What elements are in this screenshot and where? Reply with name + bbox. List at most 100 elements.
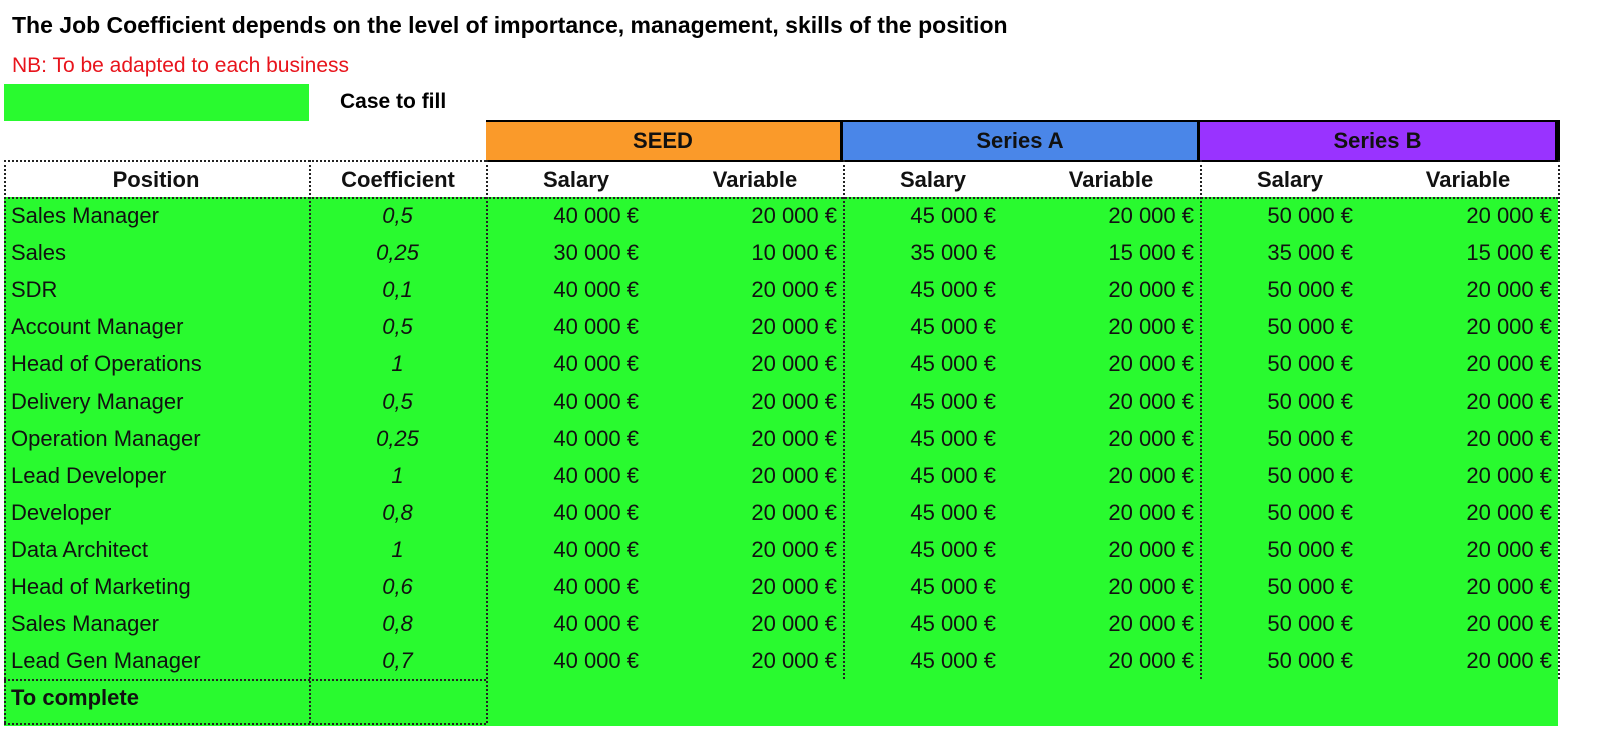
- legend-label: Case to fill: [340, 90, 447, 113]
- value-cell: 20 000 €: [751, 351, 837, 377]
- value-cell: 50 000 €: [1267, 574, 1353, 599]
- value-cell: 20 000 €: [751, 203, 837, 228]
- note: NB: To be adapted to each business: [12, 54, 350, 77]
- value-cell: 45 000 €: [910, 203, 996, 228]
- value-cell: 45 000 €: [910, 648, 996, 674]
- value-cell: 40 000 €: [553, 536, 639, 562]
- value-cell: 0,25: [376, 425, 419, 451]
- position-cell: Account Manager: [11, 314, 184, 340]
- column-header: Salary: [1256, 167, 1324, 192]
- value-cell: 35 000 €: [1267, 240, 1353, 266]
- value-cell: 45 000 €: [910, 425, 996, 451]
- value-cell: 15 000 €: [1466, 240, 1552, 266]
- value-cell: 1: [391, 462, 404, 488]
- value-cell: 20 000 €: [1108, 648, 1194, 674]
- position-cell: Head of Marketing: [11, 574, 191, 599]
- position-cell: Sales: [11, 240, 67, 266]
- value-cell: 1: [391, 351, 404, 377]
- value-cell: 40 000 €: [553, 277, 639, 303]
- value-cell: 20 000 €: [751, 388, 837, 414]
- value-cell: 0,5: [382, 203, 413, 228]
- value-cell: 1: [391, 536, 404, 562]
- column-header: Variable: [712, 167, 798, 192]
- value-cell: 20 000 €: [1108, 425, 1194, 451]
- value-cell: 45 000 €: [910, 574, 996, 599]
- position-cell: Developer: [11, 499, 112, 525]
- value-cell: 20 000 €: [1108, 203, 1194, 228]
- value-cell: 40 000 €: [553, 574, 639, 599]
- value-cell: 50 000 €: [1267, 648, 1353, 674]
- title: The Job Coefficient depends on the level…: [12, 12, 1008, 38]
- value-cell: 20 000 €: [1466, 314, 1552, 340]
- value-cell: 20 000 €: [1466, 203, 1552, 228]
- value-cell: 20 000 €: [751, 277, 837, 303]
- value-cell: 50 000 €: [1267, 277, 1353, 303]
- grid-line: [4, 160, 6, 724]
- value-cell: 45 000 €: [910, 314, 996, 340]
- value-cell: 40 000 €: [553, 203, 639, 228]
- legend-swatch: [4, 84, 309, 121]
- value-cell: 50 000 €: [1267, 611, 1353, 637]
- value-cell: 50 000 €: [1267, 425, 1353, 451]
- value-cell: 20 000 €: [1466, 499, 1552, 525]
- value-cell: 0,25: [376, 240, 419, 266]
- value-cell: 40 000 €: [553, 314, 639, 340]
- column-header: Salary: [542, 167, 610, 192]
- value-cell: 50 000 €: [1267, 536, 1353, 562]
- value-cell: 40 000 €: [553, 425, 639, 451]
- column-header: Position: [112, 167, 200, 192]
- value-cell: 0,8: [382, 611, 413, 637]
- value-cell: 20 000 €: [751, 499, 837, 525]
- grid-line: [1558, 160, 1560, 680]
- value-cell: 0,5: [382, 314, 413, 340]
- value-cell: 50 000 €: [1267, 203, 1353, 228]
- value-cell: 20 000 €: [1466, 425, 1552, 451]
- value-cell: 20 000 €: [1466, 536, 1552, 562]
- value-cell: 20 000 €: [1108, 574, 1194, 599]
- value-cell: 20 000 €: [751, 462, 837, 488]
- group-header: Series B: [1200, 122, 1558, 160]
- value-cell: 20 000 €: [1466, 277, 1552, 303]
- value-cell: 20 000 €: [1466, 574, 1552, 599]
- value-cell: 40 000 €: [553, 351, 639, 377]
- grid-line: [1200, 160, 1202, 680]
- position-cell: Sales Manager: [11, 203, 159, 228]
- value-cell: 50 000 €: [1267, 388, 1353, 414]
- value-cell: 40 000 €: [553, 648, 639, 674]
- value-cell: 40 000 €: [553, 499, 639, 525]
- grid-line: [486, 197, 1558, 199]
- value-cell: 20 000 €: [1466, 388, 1552, 414]
- fill-area: [4, 197, 1558, 726]
- column-header: Variable: [1425, 167, 1511, 192]
- position-cell: Lead Developer: [11, 462, 167, 488]
- position-cell: Head of Operations: [11, 351, 202, 377]
- value-cell: 20 000 €: [751, 425, 837, 451]
- column-header: Coefficient: [341, 167, 455, 192]
- value-cell: 40 000 €: [553, 611, 639, 637]
- value-cell: 20 000 €: [1108, 499, 1194, 525]
- value-cell: 30 000 €: [553, 240, 639, 266]
- grid-line: [4, 723, 486, 726]
- position-cell: Lead Gen Manager: [11, 648, 201, 674]
- position-cell: Delivery Manager: [11, 388, 184, 414]
- value-cell: 20 000 €: [1108, 277, 1194, 303]
- value-cell: 45 000 €: [910, 536, 996, 562]
- value-cell: 50 000 €: [1267, 351, 1353, 377]
- value-cell: 20 000 €: [751, 574, 837, 599]
- value-cell: 0,1: [382, 277, 413, 303]
- value-cell: 45 000 €: [910, 499, 996, 525]
- value-cell: 0,8: [382, 499, 413, 525]
- value-cell: 20 000 €: [1108, 388, 1194, 414]
- value-cell: 20 000 €: [1108, 462, 1194, 488]
- value-cell: 45 000 €: [910, 277, 996, 303]
- grid-line: [4, 197, 486, 199]
- value-cell: 20 000 €: [751, 314, 837, 340]
- value-cell: 45 000 €: [910, 462, 996, 488]
- value-cell: 20 000 €: [1108, 536, 1194, 562]
- position-cell: SDR: [11, 277, 58, 303]
- value-cell: 40 000 €: [553, 462, 639, 488]
- value-cell: 20 000 €: [1466, 611, 1552, 637]
- value-cell: 20 000 €: [751, 536, 837, 562]
- value-cell: 20 000 €: [1466, 648, 1552, 674]
